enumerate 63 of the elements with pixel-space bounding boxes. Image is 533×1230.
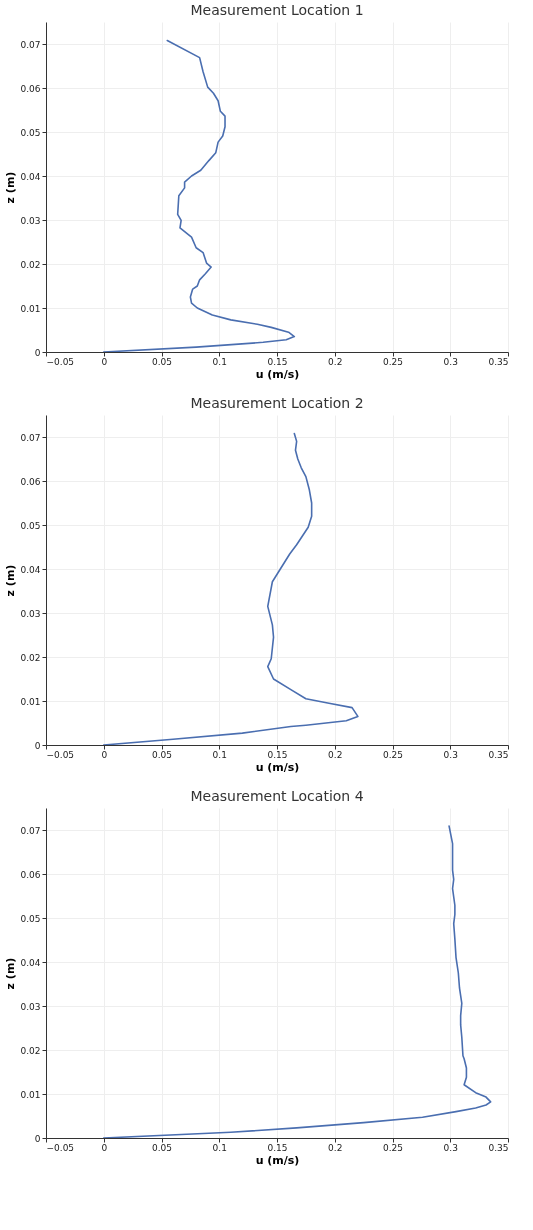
y-axis-title: z (m): [4, 171, 18, 204]
y-tick-label: 0: [34, 740, 41, 751]
y-tick-label: 0.05: [20, 520, 41, 531]
x-tick-label: 0.05: [151, 749, 173, 760]
x-tick-label: 0.1: [212, 356, 227, 367]
x-tick-label: 0.25: [382, 749, 404, 760]
x-tick-label: 0.2: [328, 749, 343, 760]
x-tick-label: 0.15: [267, 749, 288, 760]
y-tick-label: 0.06: [20, 476, 41, 487]
x-tick-label: −0.05: [46, 1142, 75, 1153]
chart-title: Measurement Location 1: [190, 2, 364, 18]
y-tick-label: 0.02: [20, 652, 41, 663]
y-tick-label: 0.06: [20, 869, 41, 880]
line-series: [102, 39, 296, 352]
y-tick-label: 0.02: [20, 259, 41, 270]
x-tick-label: 0.25: [382, 1142, 404, 1153]
y-tick-label: 0.04: [20, 171, 41, 182]
x-tick-label: 0.2: [328, 356, 343, 367]
y-tick-label: 0: [34, 347, 41, 358]
x-tick-label: 0.2: [328, 1142, 343, 1153]
y-tick-label: 0.01: [20, 1089, 41, 1100]
y-axis-title: z (m): [4, 564, 18, 597]
y-tick-label: 0.02: [20, 1045, 41, 1056]
x-tick-label: 0.3: [443, 356, 458, 367]
x-tick-label: 0.1: [212, 1142, 227, 1153]
x-tick-label: 0.3: [443, 749, 458, 760]
x-tick-label: 0.15: [267, 1142, 288, 1153]
y-tick-label: 0.07: [20, 432, 41, 443]
x-tick-label: 0.05: [151, 1142, 173, 1153]
y-tick-label: 0.04: [20, 957, 41, 968]
x-tick-label: 0.05: [151, 356, 173, 367]
y-tick-label: 0.04: [20, 564, 41, 575]
y-tick-label: 0.03: [20, 215, 41, 226]
x-axis-title: u (m/s): [255, 1153, 300, 1167]
x-tick-label: 0.35: [488, 1142, 509, 1153]
x-tick-label: 0: [101, 749, 108, 760]
x-tick-label: 0.35: [488, 356, 509, 367]
x-axis-title: u (m/s): [255, 760, 300, 774]
x-tick-label: −0.05: [46, 749, 75, 760]
y-tick-label: 0.03: [20, 608, 41, 619]
x-tick-label: 0.15: [267, 356, 288, 367]
chart-title: Measurement Location 2: [190, 395, 364, 411]
y-tick-label: 0.05: [20, 127, 41, 138]
line-series: [102, 825, 492, 1138]
y-tick-label: 0.06: [20, 83, 41, 94]
line-series: [102, 432, 359, 745]
x-axis-title: u (m/s): [255, 367, 300, 381]
x-tick-label: 0.35: [488, 749, 509, 760]
x-tick-label: 0.1: [212, 749, 227, 760]
y-tick-label: 0.01: [20, 696, 41, 707]
chart-title: Measurement Location 4: [190, 788, 364, 804]
y-tick-label: 0: [34, 1133, 41, 1144]
x-tick-label: 0: [101, 1142, 108, 1153]
y-tick-label: 0.07: [20, 39, 41, 50]
x-tick-label: 0: [101, 356, 108, 367]
x-tick-label: 0.25: [382, 356, 404, 367]
y-tick-label: 0.03: [20, 1001, 41, 1012]
y-axis-title: z (m): [4, 957, 18, 990]
x-tick-label: 0.3: [443, 1142, 458, 1153]
y-tick-label: 0.05: [20, 913, 41, 924]
x-tick-label: −0.05: [46, 356, 75, 367]
y-tick-label: 0.07: [20, 825, 41, 836]
y-tick-label: 0.01: [20, 303, 41, 314]
